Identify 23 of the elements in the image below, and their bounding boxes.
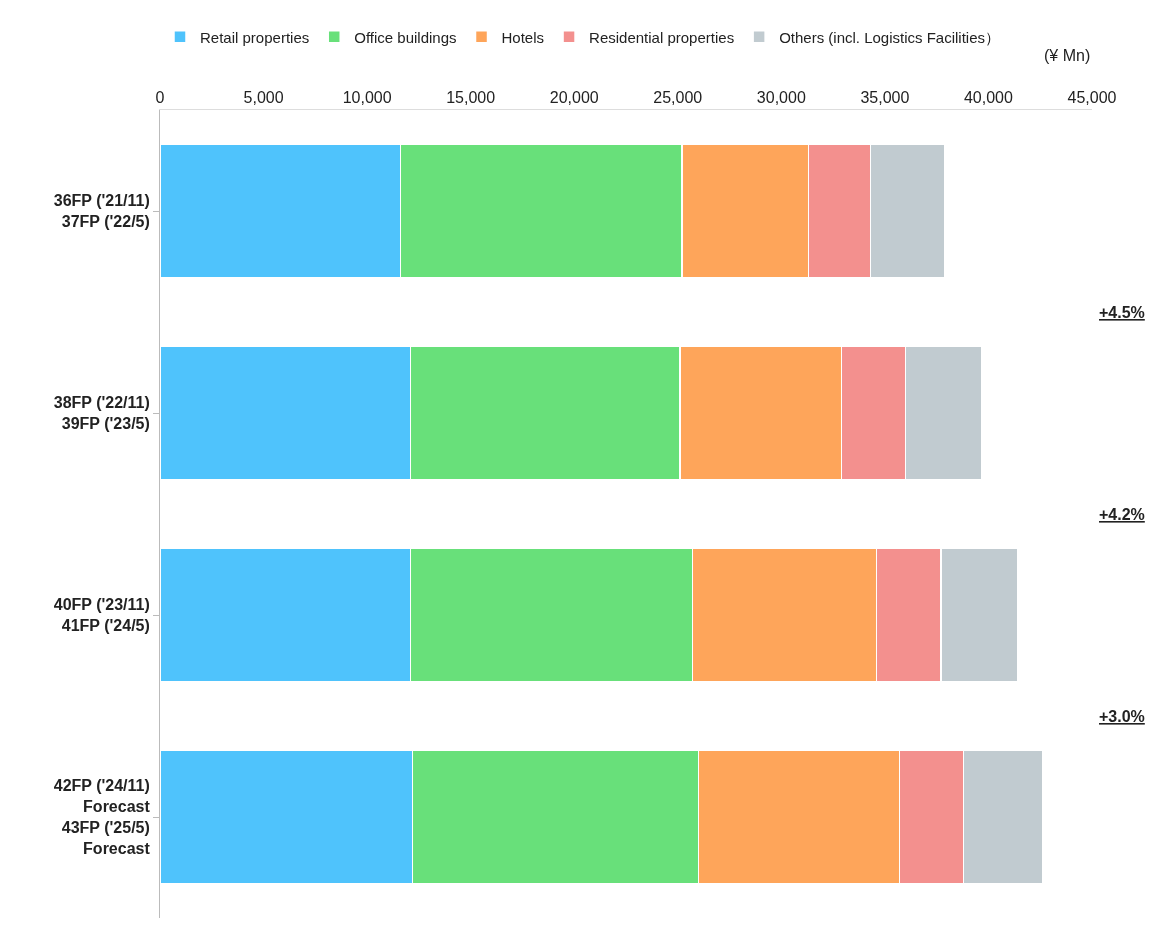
y-tick-label: 38FP ('22/11) 39FP ('23/5)	[53, 394, 150, 432]
legend-label: Others (incl. Logistics Facilities）	[779, 28, 1001, 46]
x-tick-label: 10,000	[342, 88, 392, 106]
text: +4.2%	[1099, 506, 1145, 523]
text: +4.5%	[1099, 304, 1145, 321]
x-tick-label: 20,000	[549, 88, 599, 106]
legend-label: Office buildings	[354, 28, 457, 46]
x-tick-label: 45,000	[1067, 88, 1117, 106]
text: +3.0%	[1099, 708, 1145, 725]
legend-label: Hotels	[501, 28, 545, 46]
x-axis-title: (¥ Mn)	[1044, 47, 1091, 64]
y-tick-label: 42FP ('24/11) Forecast 43FP ('25/5) Forecast	[53, 777, 151, 857]
x-tick-label: 25,000	[653, 88, 703, 106]
x-tick-label: 40,000	[963, 88, 1014, 106]
y-tick-label: 40FP ('23/11) 41FP ('24/5)	[53, 596, 150, 634]
x-tick-label: 5,000	[243, 88, 284, 106]
y-tick-label: 36FP ('21/11) 37FP ('22/5)	[53, 192, 150, 230]
legend-label: Retail properties	[200, 28, 310, 46]
legend-label: Residential properties	[589, 28, 735, 46]
x-tick-label: 15,000	[446, 88, 496, 106]
x-tick-label: 35,000	[860, 88, 910, 106]
x-tick-label: 30,000	[756, 88, 806, 106]
x-tick-label: 0	[155, 88, 165, 106]
